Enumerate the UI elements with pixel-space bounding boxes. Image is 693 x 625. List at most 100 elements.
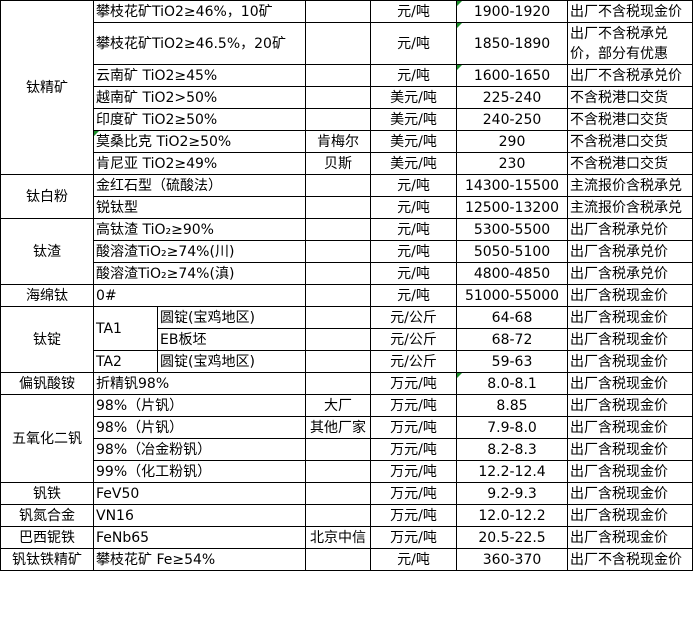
note-cell: 出厂含税承兑价 xyxy=(567,240,693,263)
table-row: 海绵钛 0# 元/吨 51000-55000 出厂含税现金价 xyxy=(0,284,693,307)
grade-cell: TA1 xyxy=(93,306,158,351)
maker-cell: 贝斯 xyxy=(305,152,372,175)
price-cell: 1600-1650 xyxy=(456,64,569,87)
note-cell: 出厂含税承兑价 xyxy=(567,218,693,241)
spec-cell: 0# xyxy=(92,284,307,307)
price-cell: 240-250 xyxy=(456,108,569,131)
note-cell: 不含税港口交货 xyxy=(567,108,693,131)
price-cell: 290 xyxy=(456,130,569,153)
note-cell: 主流报价含税承兑 xyxy=(567,196,693,219)
note-cell: 出厂含税现金价 xyxy=(567,526,693,549)
price-cell: 5300-5500 xyxy=(456,218,569,241)
note-cell: 出厂含税现金价 xyxy=(567,460,693,483)
spec-cell: 金红石型（硫酸法） xyxy=(92,174,307,197)
price-cell: 14300-15500 xyxy=(456,174,569,197)
maker-cell: 北京中信 xyxy=(305,526,372,549)
category-cell: 钛白粉 xyxy=(0,174,94,219)
maker-cell: 肯梅尔 xyxy=(305,130,372,153)
unit-cell: 万元/吨 xyxy=(370,504,458,527)
spec-cell: 折精钒98% xyxy=(92,372,307,395)
maker-cell xyxy=(305,482,372,505)
maker-cell xyxy=(305,504,372,527)
price-cell: 12500-13200 xyxy=(456,196,569,219)
table-row: 钛精矿 攀枝花矿TiO2≥46%，10矿 元/吨 1900-1920 出厂不含税现金价 xyxy=(0,0,693,175)
note-cell: 不含税港口交货 xyxy=(567,130,693,153)
maker-cell xyxy=(305,64,372,87)
table-row: 莫桑比克 TiO2≥50% 肯梅尔 美元/吨 290 不含税港口交货 xyxy=(1,130,693,153)
spec-cell: EB板坯 xyxy=(156,328,307,351)
price-cell: 12.2-12.4 xyxy=(456,460,569,483)
note-cell: 出厂含税现金价 xyxy=(567,416,693,439)
category-cell: 钛精矿 xyxy=(0,0,94,175)
unit-cell: 万元/吨 xyxy=(370,416,458,439)
table-row: 钒铁 FeV50 万元/吨 9.2-9.3 出厂含税现金价 xyxy=(0,482,693,505)
unit-cell: 元/公斤 xyxy=(370,328,458,351)
spec-cell: 圆锭(宝鸡地区) xyxy=(156,350,307,373)
table-row: 钛锭 TA1 圆锭(宝鸡地区) 元/公斤 64-68 出厂含税现金价 xyxy=(0,306,693,373)
spec-cell: FeNb65 xyxy=(92,526,307,549)
category-cell: 偏钒酸铵 xyxy=(0,372,94,395)
maker-cell xyxy=(305,22,372,65)
note-cell: 出厂含税现金价 xyxy=(567,504,693,527)
unit-cell: 元/吨 xyxy=(370,218,458,241)
note-cell: 出厂含税现金价 xyxy=(567,350,693,373)
table-row: TA2 圆锭(宝鸡地区) 元/公斤 59-63 出厂含税现金价 xyxy=(1,350,693,373)
table-row: 钒氮合金 VN16 万元/吨 12.0-12.2 出厂含税现金价 xyxy=(0,504,693,527)
maker-cell xyxy=(305,350,372,373)
unit-cell: 元/吨 xyxy=(370,196,458,219)
category-cell: 海绵钛 xyxy=(0,284,94,307)
note-cell: 出厂含税现金价 xyxy=(567,372,693,395)
spec-cell: 肯尼亚 TiO2≥49% xyxy=(92,152,307,175)
unit-cell: 元/吨 xyxy=(370,240,458,263)
category-cell: 钒钛铁精矿 xyxy=(0,548,94,571)
spec-cell: 高钛渣 TiO₂≥90% xyxy=(92,218,307,241)
spec-cell: 99%（化工粉钒） xyxy=(92,460,307,483)
price-cell: 59-63 xyxy=(456,350,569,373)
price-cell: 20.5-22.5 xyxy=(456,526,569,549)
table-row: 98%（冶金粉钒） 万元/吨 8.2-8.3 出厂含税现金价 xyxy=(1,438,693,461)
spec-cell: 酸溶渣TiO₂≥74%(川) xyxy=(92,240,307,263)
maker-cell xyxy=(305,0,372,23)
unit-cell: 元/吨 xyxy=(370,64,458,87)
unit-cell: 元/吨 xyxy=(370,548,458,571)
table-row: 越南矿 TiO2>50% 美元/吨 225-240 不含税港口交货 xyxy=(1,86,693,109)
unit-cell: 万元/吨 xyxy=(370,482,458,505)
category-cell: 钛锭 xyxy=(0,306,94,373)
table-row: 锐钛型 元/吨 12500-13200 主流报价含税承兑 xyxy=(1,196,693,219)
maker-cell xyxy=(305,460,372,483)
price-cell: 1850-1890 xyxy=(456,22,569,65)
table-row: 云南矿 TiO2≥45% 元/吨 1600-1650 出厂不含税承兑价 xyxy=(1,64,693,87)
price-cell: 5050-5100 xyxy=(456,240,569,263)
note-cell: 出厂不含税承兑价，部分有优惠 xyxy=(567,22,693,65)
spec-cell: 98%（冶金粉钒） xyxy=(92,438,307,461)
spec-cell: 云南矿 TiO2≥45% xyxy=(92,64,307,87)
unit-cell: 万元/吨 xyxy=(370,460,458,483)
table-row: 钛白粉 金红石型（硫酸法） 元/吨 14300-15500 主流报价含税承兑 xyxy=(0,174,693,219)
table-row: 钛渣 高钛渣 TiO₂≥90% 元/吨 5300-5500 出厂含税承兑价 xyxy=(0,218,693,285)
maker-cell xyxy=(305,86,372,109)
note-cell: 出厂不含税承兑价 xyxy=(567,64,693,87)
spec-cell: 98%（片钒） xyxy=(92,416,307,439)
unit-cell: 美元/吨 xyxy=(370,130,458,153)
note-cell: 出厂含税现金价 xyxy=(567,284,693,307)
maker-cell xyxy=(305,174,372,197)
note-cell: 不含税港口交货 xyxy=(567,152,693,175)
price-cell: 7.9-8.0 xyxy=(456,416,569,439)
unit-cell: 万元/吨 xyxy=(370,394,458,417)
maker-cell xyxy=(305,438,372,461)
unit-cell: 元/吨 xyxy=(370,284,458,307)
price-cell: 12.0-12.2 xyxy=(456,504,569,527)
unit-cell: 美元/吨 xyxy=(370,152,458,175)
spec-cell: 攀枝花矿 Fe≥54% xyxy=(92,548,307,571)
unit-cell: 元/吨 xyxy=(370,22,458,65)
note-cell: 出厂含税现金价 xyxy=(567,306,693,329)
spec-cell: 锐钛型 xyxy=(92,196,307,219)
table-row: 印度矿 TiO2≥50% 美元/吨 240-250 不含税港口交货 xyxy=(1,108,693,131)
note-cell: 不含税港口交货 xyxy=(567,86,693,109)
unit-cell: 元/公斤 xyxy=(370,306,458,329)
note-cell: 出厂含税现金价 xyxy=(567,328,693,351)
maker-cell xyxy=(305,240,372,263)
price-cell: 51000-55000 xyxy=(456,284,569,307)
price-table-body: 钛精矿 攀枝花矿TiO2≥46%，10矿 元/吨 1900-1920 出厂不含税现金价攀… xyxy=(0,0,693,571)
price-cell: 64-68 xyxy=(456,306,569,329)
